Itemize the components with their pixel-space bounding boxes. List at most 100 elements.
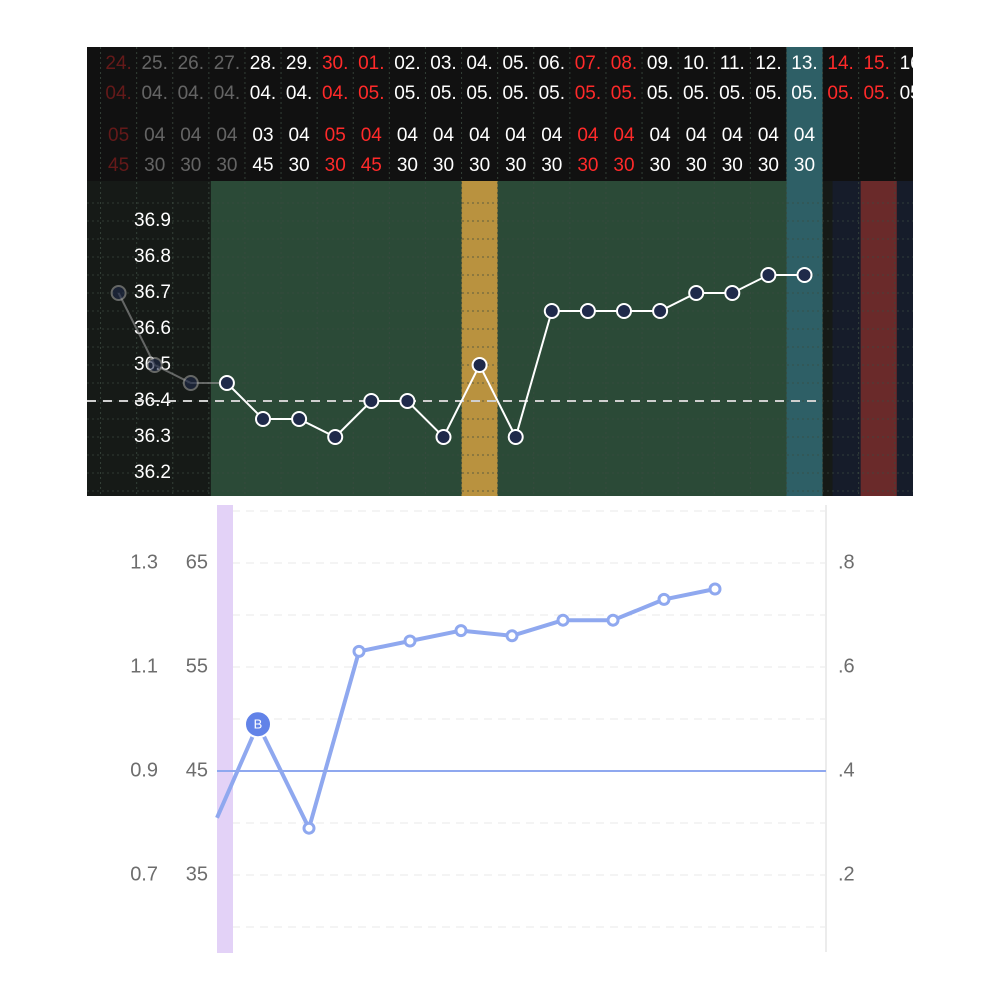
header-hour-label: 04 (686, 125, 708, 146)
bbt-line-previous-cycle (117, 292, 227, 384)
y-tick-label: 36.8 (134, 246, 171, 267)
cycle-zone (210, 181, 823, 496)
header-minute-label: 30 (180, 155, 201, 176)
header-month-label: 05. (358, 83, 384, 104)
header-month-label: 05. (430, 83, 456, 104)
header-hour-label: 04 (216, 125, 238, 146)
chart-background (0, 500, 1000, 960)
header-hour-label: 04 (505, 125, 527, 146)
header-day-label: 09. (647, 53, 673, 74)
header-month-label: 05. (827, 83, 853, 104)
header-month-label: 04. (250, 83, 276, 104)
header-minute-label: 30 (216, 155, 237, 176)
header-hour-label: 04 (361, 125, 383, 146)
header-day-label: 13. (791, 53, 817, 74)
header-hour-label: 04 (469, 125, 491, 146)
header-day-label: 12. (755, 53, 781, 74)
right-axis-tick-label: .6 (838, 655, 855, 677)
header-minute-label: 30 (469, 155, 490, 176)
header-day-label: 05. (502, 53, 528, 74)
header-day-label: 30. (322, 53, 348, 74)
bbt-data-point (760, 267, 777, 283)
header-month-label: 05. (575, 83, 601, 104)
marker-b-label: B (254, 717, 263, 732)
left-axis-2-tick-label: 35 (186, 863, 208, 885)
header-month-label: 05. (900, 83, 913, 104)
header-month-label: 04. (178, 83, 204, 104)
header-day-label: 04. (466, 53, 492, 74)
header-minute-label: 30 (433, 155, 454, 176)
header-day-label: 10. (683, 53, 709, 74)
highlight-band (217, 505, 233, 953)
series-data-point (403, 634, 417, 648)
header-day-label: 01. (358, 53, 384, 74)
header-month-label: 05. (466, 83, 492, 104)
header-day-label: 14. (827, 53, 853, 74)
header-month-label: 05. (791, 83, 817, 104)
left-axis-tick-label: 0.7 (130, 863, 158, 885)
header-hour-label: 04 (613, 125, 635, 146)
header-minute-label: 30 (722, 155, 743, 176)
right-axis-tick-label: .4 (838, 759, 855, 781)
bbt-data-point (616, 303, 632, 319)
header-day-label: 11. (720, 53, 745, 74)
header-month-label: 05. (394, 83, 420, 104)
date-header-background (87, 47, 913, 181)
header-minute-label: 30 (758, 155, 779, 176)
header-minute-label: 30 (325, 155, 346, 176)
bbt-data-point (182, 375, 199, 391)
header-day-label: 24. (105, 53, 131, 74)
left-axis-2-tick-label: 45 (186, 759, 208, 781)
header-minute-label: 30 (794, 155, 815, 176)
y-tick-label: 36.3 (134, 426, 171, 447)
header-month-label: 04. (214, 83, 240, 104)
header-hour-label: 04 (144, 125, 166, 146)
series-data-point (708, 582, 722, 596)
bbt-data-point (688, 285, 705, 301)
header-month-label: 05. (683, 83, 709, 104)
header-day-label: 29. (286, 53, 312, 74)
bbt-data-point (399, 393, 416, 409)
left-axis-2-tick-label: 55 (186, 655, 208, 677)
marker-b-point (244, 710, 272, 739)
header-minute-label: 30 (144, 155, 165, 176)
bbt-data-point (363, 393, 380, 409)
bbt-data-point (507, 429, 524, 445)
header-month-label: 04. (141, 83, 167, 104)
header-minute-label: 30 (397, 155, 418, 176)
header-day-label: 27. (214, 53, 240, 74)
series-data-point (302, 821, 316, 835)
series-data-point (657, 592, 671, 606)
header-hour-label: 05 (108, 125, 129, 146)
header-month-label: 04. (286, 83, 312, 104)
header-minute-label: 30 (577, 155, 598, 176)
bbt-data-point (471, 357, 488, 373)
bbt-data-point (652, 303, 669, 319)
header-day-label: 08. (611, 53, 637, 74)
header-month-label: 05. (647, 83, 673, 104)
header-hour-label: 04 (577, 125, 599, 146)
bbt-chart: 24. 04. 05 45 25. 04. 04 30 26. 04. 04 30 27. 04. 04 30… (87, 47, 913, 496)
header-hour-label: 04 (794, 125, 816, 146)
secondary-line-chart: 1.3 1.1 0.9 0.7 65 55 45 35 .8 .6 .4 .2 B (0, 500, 1000, 960)
series-data-point (505, 629, 519, 643)
header-minute-label: 30 (613, 155, 634, 176)
bbt-data-point (435, 429, 452, 445)
bbt-data-point (110, 285, 127, 301)
header-hour-label: 04 (541, 125, 563, 146)
header-month-label: 05. (719, 83, 745, 104)
series-data-point (556, 613, 570, 627)
y-tick-label: 36.7 (134, 282, 171, 303)
y-tick-label: 36.6 (134, 318, 171, 339)
header-hour-label: 04 (433, 125, 455, 146)
bbt-data-point (543, 303, 560, 319)
header-hour-label: 04 (397, 125, 419, 146)
header-day-label: 16. (900, 53, 913, 74)
bbt-data-point (579, 303, 596, 319)
series-data-point (454, 624, 468, 638)
header-minute-label: 45 (252, 155, 273, 176)
bbt-data-point (255, 411, 271, 427)
header-month-label: 04. (322, 83, 348, 104)
header-hour-label: 04 (722, 125, 744, 146)
header-minute-label: 30 (505, 155, 526, 176)
